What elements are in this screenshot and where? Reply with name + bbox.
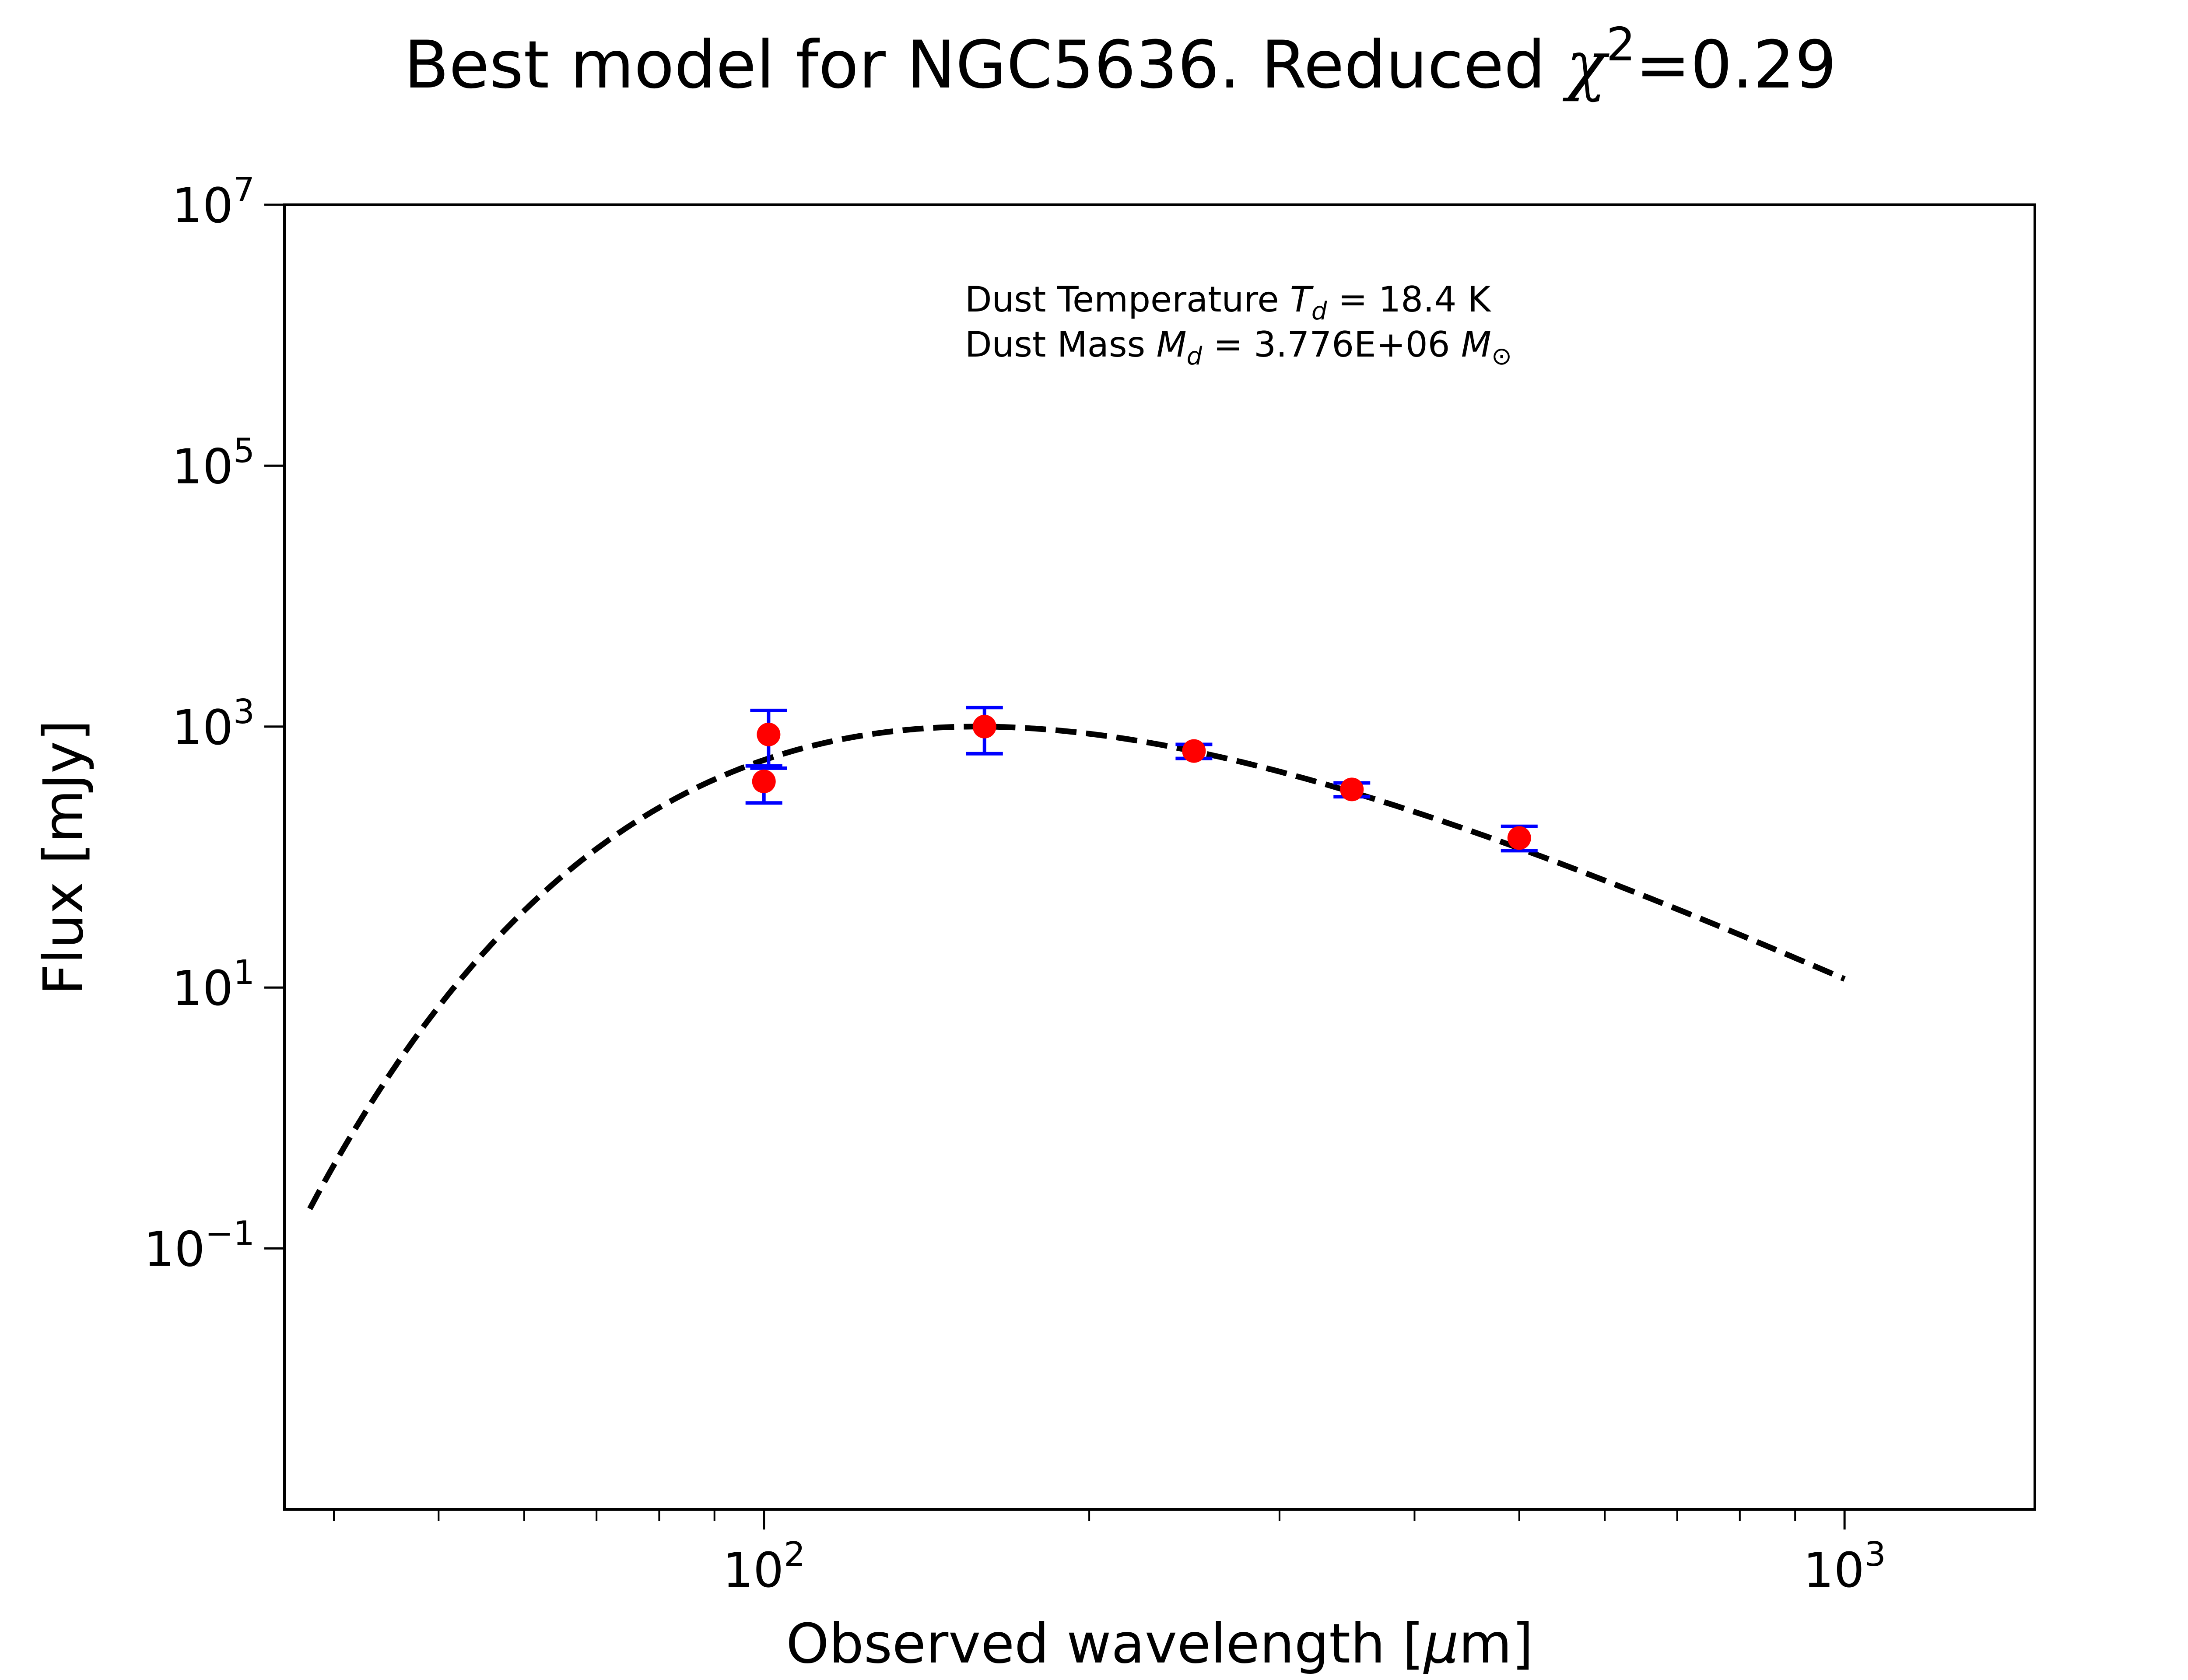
data-point [1340,777,1364,802]
y-tick-label: 101 [172,953,255,1016]
x-tick-label: 103 [1803,1535,1886,1598]
axis-tick-labels: 102 103 10−1 101 103 105 107 [144,171,1886,1598]
data-point [757,722,781,746]
y-tick-label: 105 [172,431,255,494]
data-point [972,714,996,738]
y-axis-label: Flux [mJy] [32,720,95,995]
x-axis-label: Observed wavelength [μm] [786,1612,1533,1676]
chart-title-exponent: 2 [1606,18,1635,71]
y-tick-label: 10−1 [144,1214,255,1278]
chart-title-chi: χ [1563,27,1610,103]
chart-title-value: =0.29 [1635,27,1837,103]
y-tick-label: 103 [172,693,255,756]
errorbars [745,706,1538,853]
plot-frame [283,203,2036,1511]
axis-ticks [264,203,1846,1530]
data-point [1182,739,1206,763]
data-point [752,770,776,794]
y-tick-label: 107 [172,171,255,234]
annotation-temperature: Dust Temperature Td = 18.4 K [965,279,1492,326]
data-point [1507,826,1531,850]
annotation-mass: Dust Mass Md = 3.776E+06 M⊙ [965,324,1512,371]
x-tick-label: 102 [722,1535,805,1598]
chart-title-main: Best model for NGC5636. Reduced [404,27,1567,103]
model-curve [307,724,1846,1211]
chart-title: Best model for NGC5636. Reduced χ2=0.29 [404,18,1837,103]
data-markers [752,714,1531,850]
